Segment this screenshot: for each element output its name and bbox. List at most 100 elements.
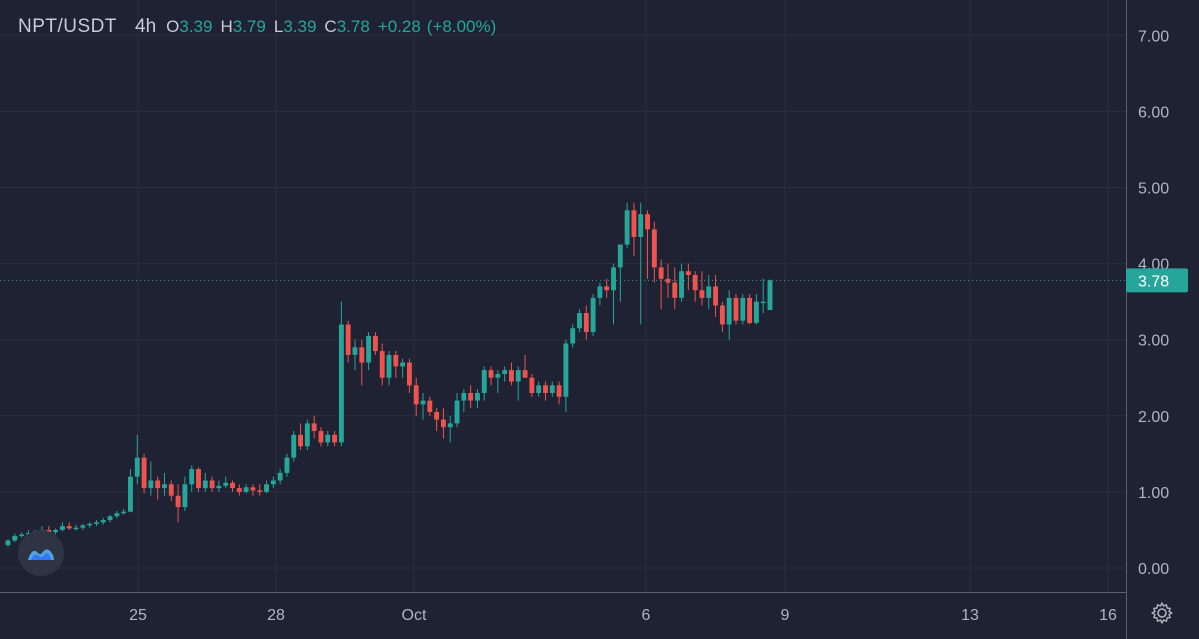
time-tick-label: 16 [1099, 607, 1117, 624]
candle-body [243, 487, 249, 492]
open-value: 3.39 [179, 17, 213, 36]
candle-body [672, 282, 678, 298]
candle-body [604, 286, 610, 291]
candle [175, 484, 181, 523]
candle [114, 510, 120, 519]
high-key: H [220, 17, 233, 36]
candle-body [536, 385, 542, 393]
candle-body [182, 484, 188, 508]
open-key: O [166, 17, 180, 36]
candle-body [134, 457, 140, 477]
candle [400, 358, 406, 378]
candle-body [685, 271, 691, 276]
candle [386, 351, 392, 386]
candle [223, 476, 229, 489]
candle-body [223, 482, 229, 486]
candle-body [440, 419, 446, 428]
candle [474, 389, 480, 409]
candle-body [59, 526, 65, 530]
candle-body [611, 267, 616, 291]
candle [515, 366, 521, 401]
candle [760, 278, 766, 314]
candle [447, 415, 453, 443]
tradingview-logo-button[interactable] [18, 530, 64, 576]
candle [454, 392, 460, 428]
candle-body [114, 513, 120, 517]
candle-body [264, 484, 269, 492]
price-tick-label: 0.00 [1138, 561, 1169, 578]
candle [352, 339, 358, 371]
candle-body [277, 472, 283, 481]
candle [543, 381, 548, 401]
time-tick-label: 9 [781, 607, 790, 624]
candle [509, 362, 514, 386]
low-key: L [273, 17, 284, 36]
candle [189, 465, 195, 492]
candle-body [352, 347, 358, 355]
candle [563, 339, 569, 412]
tradingview-logo-icon [28, 549, 54, 560]
candle [338, 301, 344, 447]
candle [298, 423, 304, 451]
candle-body [155, 480, 161, 489]
candle-body [338, 324, 344, 443]
time-tick-label: 13 [961, 607, 979, 624]
price-tick-label: 1.00 [1138, 485, 1169, 502]
candle-body [202, 480, 208, 489]
candle-body [257, 490, 263, 492]
candle-body [332, 434, 338, 443]
candle-body [209, 480, 215, 489]
candle [87, 522, 93, 528]
settings-button[interactable] [1149, 600, 1175, 626]
candle-body [767, 280, 773, 311]
candle [155, 476, 161, 500]
candle [236, 484, 242, 496]
candle-body [597, 286, 603, 298]
candle [645, 210, 650, 279]
candle-body [304, 423, 310, 447]
candle [66, 522, 72, 530]
candle [202, 472, 208, 492]
candle [692, 271, 698, 302]
candle-body [359, 347, 365, 363]
candle-body [175, 495, 181, 508]
symbol-label[interactable]: NPT/USDT [18, 16, 117, 37]
candle-body [631, 210, 637, 237]
time-tick-label: 6 [642, 607, 651, 624]
candle [168, 480, 174, 502]
candle-body [366, 335, 372, 363]
candle [345, 320, 351, 363]
candle [624, 202, 630, 249]
candle-body [393, 354, 399, 367]
change-value: +0.28 [377, 17, 421, 36]
candle-body [189, 469, 195, 485]
candle-body [19, 534, 25, 537]
candle [611, 263, 616, 325]
candle [121, 508, 127, 515]
candle [699, 271, 705, 306]
candle [434, 408, 440, 432]
candle [638, 202, 644, 325]
candle [658, 259, 664, 310]
candle [685, 263, 691, 291]
candle [5, 539, 11, 547]
chart-legend: NPT/USDT 4h O 3.39 H 3.79 L 3.39 C 3.78 … [18, 12, 502, 42]
candle-body [529, 377, 535, 393]
candle [440, 408, 446, 439]
candle-body [216, 485, 222, 489]
timeframe-label[interactable]: 4h [135, 16, 157, 37]
candle [359, 339, 365, 386]
candle-body [543, 385, 548, 393]
candle [420, 392, 426, 420]
last-price-label: 3.78 [1138, 273, 1169, 290]
time-tick-label: 25 [129, 607, 147, 624]
candle [631, 202, 637, 256]
candle [148, 461, 154, 496]
price-tick-label: 5.00 [1138, 181, 1169, 198]
candle [747, 294, 753, 325]
candle-body [454, 400, 460, 424]
candle-body [434, 411, 440, 420]
candle-body [726, 297, 732, 325]
candle-body [400, 362, 406, 367]
